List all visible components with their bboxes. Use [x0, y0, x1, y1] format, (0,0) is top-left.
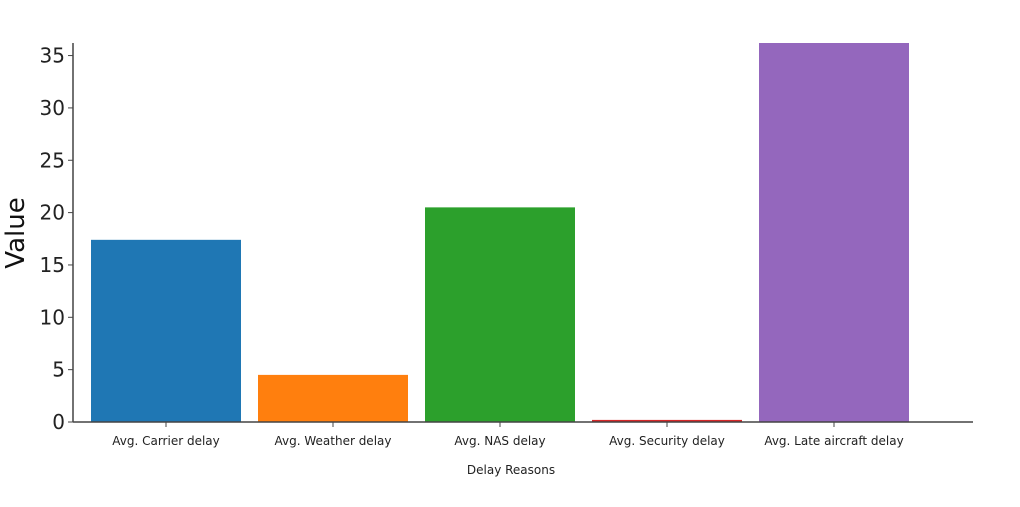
- y-tick-label: 30: [40, 96, 65, 120]
- x-tick-label: Avg. NAS delay: [454, 434, 545, 448]
- bar-2: [258, 374, 408, 422]
- y-axis: 0 5 10 15 20 25 30 35: [40, 43, 74, 434]
- y-tick-label: 10: [40, 305, 65, 329]
- bar-1: [91, 239, 241, 422]
- x-axis-title: Delay Reasons: [467, 463, 555, 477]
- x-tick-label: Avg. Weather delay: [275, 434, 392, 448]
- y-axis-title: Value: [1, 197, 31, 268]
- y-tick-label: 35: [40, 44, 65, 68]
- bar-3: [425, 207, 575, 422]
- y-tick-label: 25: [40, 148, 65, 172]
- y-tick-label: 15: [40, 253, 65, 277]
- x-tick-label: Avg. Security delay: [609, 434, 725, 448]
- x-tick-label: Avg. Carrier delay: [112, 434, 220, 448]
- bar-4: [592, 419, 742, 422]
- bar-5: [759, 43, 909, 422]
- y-tick-label: 20: [40, 201, 65, 225]
- x-tick-label: Avg. Late aircraft delay: [764, 434, 903, 448]
- y-tick-label: 5: [52, 358, 65, 382]
- y-tick-label: 0: [52, 410, 65, 434]
- bars-group: [91, 43, 909, 422]
- x-axis: Avg. Carrier delay Avg. Weather delay Avg.…: [73, 421, 973, 448]
